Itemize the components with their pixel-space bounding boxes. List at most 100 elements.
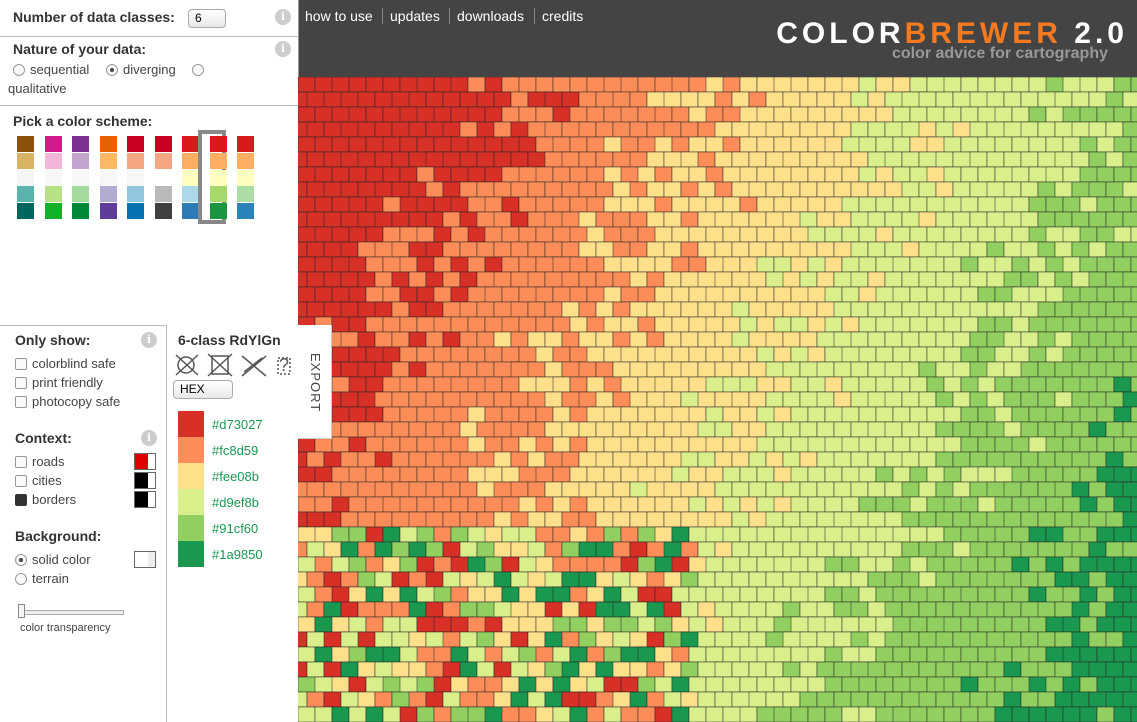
radio[interactable] xyxy=(192,64,204,76)
map-region xyxy=(1003,691,1022,708)
scheme-swatch[interactable] xyxy=(182,186,199,203)
scheme-swatch[interactable] xyxy=(154,152,172,169)
checkbox[interactable] xyxy=(15,396,27,408)
map-region xyxy=(306,661,325,678)
map-region xyxy=(688,616,707,633)
scheme-swatch[interactable] xyxy=(72,169,89,186)
color-picker[interactable] xyxy=(134,472,156,489)
color-picker[interactable] xyxy=(134,491,156,508)
map-region xyxy=(909,286,928,303)
map-region xyxy=(943,106,962,123)
scheme-swatch[interactable] xyxy=(127,169,144,186)
scheme-swatch[interactable] xyxy=(154,136,172,152)
map-region xyxy=(620,496,639,513)
checkbox[interactable] xyxy=(15,475,27,487)
scheme-swatch[interactable] xyxy=(44,152,62,169)
map-region xyxy=(960,286,979,303)
scheme-swatch[interactable] xyxy=(237,186,254,203)
scheme-swatch[interactable] xyxy=(127,136,144,152)
map-region xyxy=(442,631,461,648)
scheme-swatch[interactable] xyxy=(182,203,199,220)
checkbox[interactable] xyxy=(15,456,27,468)
map-region xyxy=(892,406,911,423)
scheme-swatch[interactable] xyxy=(237,203,254,220)
scheme-swatch[interactable] xyxy=(17,136,34,152)
map-region xyxy=(399,346,418,363)
scheme-swatch[interactable] xyxy=(17,152,34,169)
label: Pick a color scheme: xyxy=(13,113,153,129)
export-tab[interactable] xyxy=(298,325,332,439)
transparency-slider[interactable] xyxy=(18,610,124,615)
slider-handle[interactable] xyxy=(18,604,25,618)
info-icon[interactable]: i xyxy=(141,430,157,446)
scheme-swatch[interactable] xyxy=(209,136,227,152)
icon[interactable] xyxy=(211,355,229,375)
checkbox[interactable] xyxy=(15,377,27,389)
scheme-swatch[interactable] xyxy=(99,203,117,220)
map-region xyxy=(1122,391,1137,408)
radio[interactable] xyxy=(15,573,27,585)
map-region xyxy=(501,106,520,123)
nav-link[interactable]: updates xyxy=(382,8,440,24)
nav-link[interactable]: how to use xyxy=(305,8,373,24)
scheme-swatch[interactable] xyxy=(182,169,199,186)
scheme-swatch[interactable] xyxy=(99,169,117,186)
map-region xyxy=(671,346,690,363)
scheme-swatch[interactable] xyxy=(72,136,89,152)
scheme-swatch[interactable] xyxy=(17,169,34,186)
info-icon[interactable]: i xyxy=(275,41,291,57)
info-icon[interactable]: i xyxy=(141,332,157,348)
icon[interactable] xyxy=(177,356,195,374)
radio[interactable] xyxy=(13,64,25,76)
scheme-swatch[interactable] xyxy=(154,203,172,220)
scheme-swatch[interactable] xyxy=(237,152,254,169)
scheme-swatch[interactable] xyxy=(44,203,62,220)
scheme-swatch[interactable] xyxy=(237,136,254,152)
scheme-swatch[interactable] xyxy=(209,203,227,220)
map-region xyxy=(603,406,622,423)
nav-link[interactable]: downloads xyxy=(449,8,524,24)
color-picker[interactable] xyxy=(134,551,156,568)
map-region xyxy=(952,511,971,528)
scheme-swatch[interactable] xyxy=(44,169,62,186)
scheme-swatch[interactable] xyxy=(154,186,172,203)
scheme-swatch[interactable] xyxy=(44,186,62,203)
scheme-swatch[interactable] xyxy=(72,186,89,203)
nav-link[interactable]: credits xyxy=(534,8,583,24)
scheme-swatch[interactable] xyxy=(209,186,227,203)
map-region xyxy=(484,556,503,573)
map-region xyxy=(629,391,648,408)
help-icon[interactable]: ? xyxy=(279,355,289,375)
map-region xyxy=(382,586,401,603)
classes-select[interactable]: 6 xyxy=(188,9,226,28)
radio[interactable] xyxy=(15,554,27,566)
color-picker[interactable] xyxy=(134,453,156,470)
scheme-swatch[interactable] xyxy=(237,169,254,186)
scheme-swatch[interactable] xyxy=(72,152,89,169)
checkbox[interactable] xyxy=(15,358,27,370)
scheme-swatch[interactable] xyxy=(99,152,117,169)
scheme-swatch[interactable] xyxy=(127,186,144,203)
scheme-swatch[interactable] xyxy=(17,186,34,203)
scheme-swatch[interactable] xyxy=(72,203,89,220)
radio[interactable] xyxy=(106,64,118,76)
info-icon[interactable]: i xyxy=(275,9,291,25)
map-region xyxy=(501,676,520,693)
scheme-swatch[interactable] xyxy=(209,169,227,186)
scheme-swatch[interactable] xyxy=(99,186,117,203)
scheme-swatch[interactable] xyxy=(99,136,117,152)
scheme-swatch[interactable] xyxy=(182,152,199,169)
scheme-swatch[interactable] xyxy=(154,169,172,186)
scheme-swatch[interactable] xyxy=(44,136,62,152)
export-label[interactable]: EXPORT xyxy=(308,353,323,413)
map-region xyxy=(416,77,435,93)
map-region xyxy=(994,706,1013,722)
format-select[interactable]: HEX xyxy=(173,380,233,399)
scheme-swatch[interactable] xyxy=(127,152,144,169)
scheme-swatch[interactable] xyxy=(182,136,199,152)
scheme-swatch[interactable] xyxy=(209,152,227,169)
map-region xyxy=(756,286,775,303)
scheme-swatch[interactable] xyxy=(127,203,144,220)
checkbox[interactable] xyxy=(15,494,27,506)
scheme-swatch[interactable] xyxy=(17,203,34,220)
